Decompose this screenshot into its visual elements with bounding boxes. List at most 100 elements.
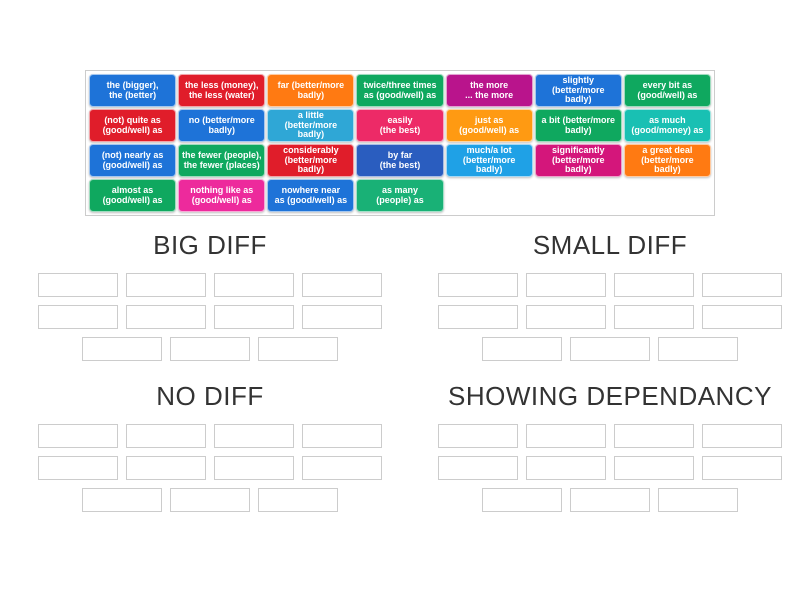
drop-slot[interactable] — [570, 337, 650, 361]
drop-slot[interactable] — [658, 488, 738, 512]
tile-line2: (better/more badly) — [627, 156, 708, 176]
drop-slot[interactable] — [614, 456, 694, 480]
drop-slot[interactable] — [526, 424, 606, 448]
drop-slot[interactable] — [170, 337, 250, 361]
drop-slot[interactable] — [126, 456, 206, 480]
tile-a-little[interactable]: a little(better/more badly) — [267, 109, 354, 142]
tile-line2: (better/more badly) — [538, 86, 619, 106]
tile-every-bit-as[interactable]: every bit as(good/well) as — [624, 74, 711, 107]
tile-far-better[interactable]: far (better/morebadly) — [267, 74, 354, 107]
tile-considerably[interactable]: considerably(better/more badly) — [267, 144, 354, 177]
drop-slot[interactable] — [258, 488, 338, 512]
tile-line2: (better/more badly) — [449, 156, 530, 176]
category-no-diff: NO DIFF — [30, 381, 390, 512]
tile-line2: (the best) — [380, 161, 421, 171]
tile-a-bit[interactable]: a bit (better/morebadly) — [535, 109, 622, 142]
category-title: NO DIFF — [156, 381, 264, 412]
tile-a-great-deal[interactable]: a great deal(better/more badly) — [624, 144, 711, 177]
drop-slot[interactable] — [302, 305, 382, 329]
tile-line2: (good/well) as — [103, 196, 163, 206]
tile-line2: (good/well) as — [103, 161, 163, 171]
drop-slot[interactable] — [438, 305, 518, 329]
tile-slightly[interactable]: slightly(better/more badly) — [535, 74, 622, 107]
drop-slot[interactable] — [82, 488, 162, 512]
category-title: SHOWING DEPENDANCY — [448, 381, 772, 412]
drop-slot[interactable] — [482, 337, 562, 361]
drop-slot[interactable] — [302, 424, 382, 448]
drop-slot[interactable] — [614, 424, 694, 448]
tile-twice-three-times[interactable]: twice/three timesas (good/well) as — [356, 74, 443, 107]
tile-no-better[interactable]: no (better/morebadly) — [178, 109, 265, 142]
tile-by-far[interactable]: by far(the best) — [356, 144, 443, 177]
drop-slot[interactable] — [170, 488, 250, 512]
tile-not-quite-as[interactable]: (not) quite as(good/well) as — [89, 109, 176, 142]
category-grid: BIG DIFF SMALL DIFF NO DIFF SHOWING DEPENDA… — [30, 230, 770, 512]
drop-slot[interactable] — [38, 305, 118, 329]
drop-slot[interactable] — [302, 273, 382, 297]
drop-slot[interactable] — [614, 273, 694, 297]
drop-slot[interactable] — [526, 273, 606, 297]
tile-as-much-as[interactable]: as much(good/money) as — [624, 109, 711, 142]
tile-line2: (good/money) as — [631, 126, 703, 136]
tile-line2: badly) — [208, 126, 235, 136]
tile-almost-as[interactable]: almost as(good/well) as — [89, 179, 176, 212]
tile-much-a-lot[interactable]: much/a lot(better/more badly) — [446, 144, 533, 177]
drop-slot[interactable] — [82, 337, 162, 361]
category-title: SMALL DIFF — [533, 230, 687, 261]
drop-slot[interactable] — [38, 456, 118, 480]
drop-slot[interactable] — [570, 488, 650, 512]
activity-canvas: the (bigger),the (better)the less (money… — [0, 0, 800, 600]
drop-slot[interactable] — [438, 424, 518, 448]
drop-slot[interactable] — [482, 488, 562, 512]
category-big-diff: BIG DIFF — [30, 230, 390, 361]
source-grid: the (bigger),the (better)the less (money… — [89, 74, 711, 212]
drop-zone[interactable] — [430, 424, 790, 512]
drop-slot[interactable] — [38, 273, 118, 297]
drop-slot[interactable] — [702, 305, 782, 329]
tile-nowhere-near-as[interactable]: nowhere nearas (good/well) as — [267, 179, 354, 212]
drop-slot[interactable] — [702, 424, 782, 448]
drop-slot[interactable] — [126, 424, 206, 448]
drop-slot[interactable] — [526, 456, 606, 480]
drop-slot[interactable] — [126, 305, 206, 329]
drop-zone[interactable] — [30, 424, 390, 512]
drop-slot[interactable] — [438, 456, 518, 480]
tile-as-many-as[interactable]: as many(people) as — [356, 179, 443, 212]
drop-slot[interactable] — [658, 337, 738, 361]
drop-slot[interactable] — [302, 456, 382, 480]
drop-slot[interactable] — [126, 273, 206, 297]
drop-slot[interactable] — [614, 305, 694, 329]
tile-line2: badly) — [565, 126, 592, 136]
tile-not-nearly-as[interactable]: (not) nearly as(good/well) as — [89, 144, 176, 177]
drop-slot[interactable] — [702, 456, 782, 480]
tile-the-bigger-the-better[interactable]: the (bigger),the (better) — [89, 74, 176, 107]
drop-zone[interactable] — [430, 273, 790, 361]
tile-line2: (people) as — [376, 196, 424, 206]
drop-slot[interactable] — [214, 305, 294, 329]
drop-slot[interactable] — [214, 273, 294, 297]
category-title: BIG DIFF — [153, 230, 267, 261]
tile-line2: (better/more badly) — [270, 121, 351, 141]
tile-just-as[interactable]: just as(good/well) as — [446, 109, 533, 142]
tile-line2: (good/well) as — [192, 196, 252, 206]
tile-significantly[interactable]: significantly(better/more badly) — [535, 144, 622, 177]
tile-the-more-the-more[interactable]: the more... the more — [446, 74, 533, 107]
drop-slot[interactable] — [258, 337, 338, 361]
tile-line2: the less (water) — [189, 91, 255, 101]
category-small-diff: SMALL DIFF — [430, 230, 790, 361]
drop-slot[interactable] — [38, 424, 118, 448]
tile-line2: as (good/well) as — [364, 91, 437, 101]
drop-slot[interactable] — [438, 273, 518, 297]
drop-zone[interactable] — [30, 273, 390, 361]
tile-nothing-like-as[interactable]: nothing like as(good/well) as — [178, 179, 265, 212]
drop-slot[interactable] — [526, 305, 606, 329]
tile-the-less-the-less[interactable]: the less (money),the less (water) — [178, 74, 265, 107]
drop-slot[interactable] — [214, 456, 294, 480]
drop-slot[interactable] — [702, 273, 782, 297]
drop-slot[interactable] — [214, 424, 294, 448]
tile-the-fewer-the-fewer[interactable]: the fewer (people),the fewer (places) — [178, 144, 265, 177]
tile-line2: the (better) — [109, 91, 156, 101]
tile-easily-the-best[interactable]: easily(the best) — [356, 109, 443, 142]
tile-line2: badly) — [298, 91, 325, 101]
tile-line2: (good/well) as — [459, 126, 519, 136]
